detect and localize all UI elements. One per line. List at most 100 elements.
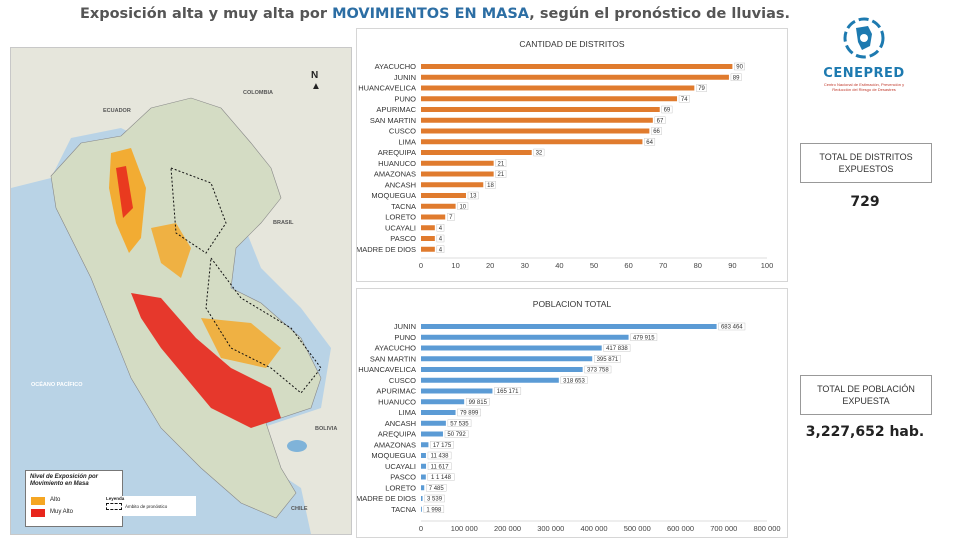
districts-value-label: 32 (536, 151, 543, 157)
label-colombia: COLOMBIA (243, 90, 273, 96)
districts-bar[interactable] (421, 182, 484, 188)
districts-x-tick-label: 20 (486, 261, 494, 270)
districts-value-label-box (644, 138, 656, 146)
districts-value-label: 69 (664, 108, 671, 114)
districts-bar[interactable] (421, 236, 435, 241)
population-value-label-box (427, 473, 455, 481)
population-value-label: 57 535 (450, 421, 469, 427)
population-bar[interactable] (421, 420, 446, 426)
districts-value-label-box (654, 116, 666, 124)
districts-bar[interactable] (421, 107, 660, 112)
districts-bar[interactable] (421, 74, 729, 80)
population-bar[interactable] (421, 388, 493, 394)
title-highlight: MOVIMIENTOS EN MASA (332, 6, 530, 22)
legend-swatch-high (31, 497, 45, 505)
population-bar[interactable] (421, 410, 456, 415)
population-bar[interactable] (421, 463, 427, 469)
peru-exposure-map[interactable]: ECUADOR COLOMBIA BRASIL BOLIVIA CHILE OC… (10, 47, 352, 535)
page-title: Exposición alta y muy alta por MOVIMIENT… (0, 6, 870, 22)
districts-category-label: HUANCAVELICA (358, 84, 416, 93)
districts-bar[interactable] (421, 171, 494, 177)
label-chile: CHILE (291, 506, 308, 512)
districts-bar[interactable] (421, 64, 733, 69)
forecast-area-east (205, 256, 322, 394)
population-bar[interactable] (421, 367, 583, 372)
population-category-label: MADRE DE DIOS (357, 494, 416, 503)
districts-value-label: 10 (459, 204, 466, 210)
districts-bar[interactable] (421, 246, 435, 252)
districts-value-label-box (457, 202, 469, 210)
districts-category-label: CUSCO (389, 127, 416, 136)
population-bar[interactable] (421, 506, 422, 512)
districts-bar[interactable] (421, 96, 678, 102)
chart-population: 0 100 000 200 000 300 000 400 000 500 000 600 … (357, 322, 781, 533)
exposure-very-high-south (131, 293, 281, 428)
population-category-label: SAN MARTIN (370, 354, 416, 363)
districts-bar[interactable] (421, 139, 643, 145)
population-value-label-box (426, 484, 447, 492)
districts-bar[interactable] (421, 160, 494, 166)
districts-bar[interactable] (421, 225, 435, 231)
population-value-label: 7 485 (429, 486, 445, 492)
legend-label-very-high: Muy Alto (50, 509, 74, 515)
legend-swatch-very-high (31, 509, 45, 517)
lake-titicaca (287, 440, 307, 452)
population-bar[interactable] (421, 334, 629, 340)
population-value-label: 79 899 (460, 411, 479, 417)
total-districts-value: 729 (850, 194, 880, 210)
population-bar[interactable] (421, 431, 443, 437)
cenepred-logo: CENEPRED Centro Nacional de Estimación, … (818, 16, 910, 92)
population-category-label: HUANUCO (378, 397, 416, 406)
population-category-label: LIMA (398, 408, 416, 417)
districts-value-label: 66 (653, 129, 660, 135)
districts-x-tick-label: 10 (451, 261, 459, 270)
districts-category-label: PASCO (390, 234, 416, 243)
population-bar[interactable] (421, 453, 426, 458)
districts-value-label-box (436, 245, 445, 253)
population-bar[interactable] (421, 474, 426, 480)
population-value-label-box (457, 408, 481, 417)
population-bar[interactable] (421, 442, 429, 448)
districts-bar[interactable] (421, 193, 466, 198)
districts-value-label: 13 (470, 194, 477, 200)
forecast-area-north (170, 167, 227, 254)
chart-districts: 0 10 20 30 40 50 60 70 80 90 100 AYACUCHO 90 JUNIN 89 H… (357, 62, 774, 270)
districts-value-label-box (696, 84, 707, 92)
population-value-label: 11 438 (431, 454, 450, 460)
districts-value-label: 74 (681, 97, 688, 103)
districts-bar[interactable] (421, 214, 446, 220)
population-bar[interactable] (421, 345, 602, 351)
districts-category-label: AYACUCHO (375, 62, 417, 71)
total-districts-label-box: TOTAL DE DISTRITOS EXPUESTOS (800, 143, 932, 183)
population-bar[interactable] (421, 496, 423, 501)
districts-category-label: MADRE DE DIOS (357, 245, 416, 254)
population-value-label: 1 998 (426, 507, 442, 513)
districts-bar[interactable] (421, 117, 653, 123)
districts-value-label: 90 (736, 65, 743, 71)
population-bar[interactable] (421, 485, 425, 491)
districts-value-label: 79 (698, 86, 705, 92)
districts-bar[interactable] (421, 203, 456, 209)
districts-value-label: 4 (439, 247, 443, 253)
population-category-label: CUSCO (389, 376, 416, 385)
districts-value-label-box (495, 159, 507, 167)
districts-x-tick-label: 90 (728, 261, 736, 270)
population-value-label: 1 1 148 (431, 475, 452, 481)
population-value-label: 165 171 (497, 389, 519, 395)
legend-title: Nivel de Exposición por Movimiento en Ma… (30, 474, 99, 487)
districts-bar[interactable] (421, 150, 532, 155)
districts-category-label: MOQUEGUA (371, 191, 416, 200)
population-bar[interactable] (421, 324, 717, 329)
population-value-label-box (630, 333, 658, 341)
population-bar[interactable] (421, 377, 559, 383)
districts-value-label-box (485, 181, 496, 189)
districts-x-tick-label: 100 (761, 261, 774, 270)
districts-value-label: 21 (498, 161, 505, 167)
districts-bar[interactable] (421, 128, 650, 134)
districts-value-label-box (730, 73, 742, 81)
districts-bar[interactable] (421, 85, 695, 91)
districts-value-label: 4 (439, 237, 443, 243)
population-bar[interactable] (421, 399, 465, 405)
population-category-label: AYACUCHO (375, 344, 417, 353)
population-bar[interactable] (421, 356, 593, 362)
